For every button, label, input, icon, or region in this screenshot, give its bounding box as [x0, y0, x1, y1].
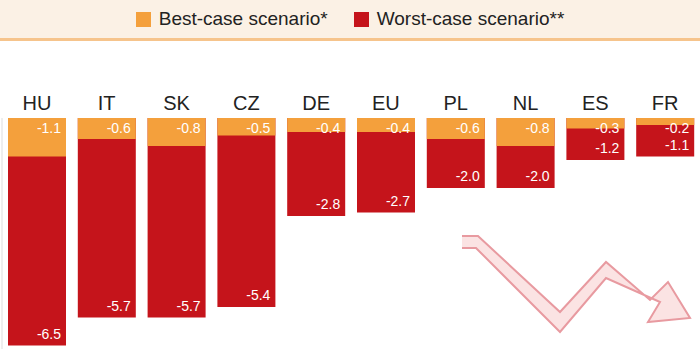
svg-text:-5.7: -5.7	[176, 298, 200, 314]
svg-text:-0.4: -0.4	[386, 120, 410, 136]
svg-text:-1.1: -1.1	[665, 137, 689, 153]
svg-text:-0.5: -0.5	[246, 120, 270, 136]
svg-text:-0.8: -0.8	[176, 120, 200, 136]
svg-text:NL: NL	[513, 92, 539, 114]
svg-text:-6.5: -6.5	[37, 326, 61, 342]
html-text:Best-case scenario*: Best-case scenario*	[158, 8, 328, 29]
svg-text:ES: ES	[582, 92, 609, 114]
svg-text:FR: FR	[652, 92, 679, 114]
svg-text:-1.2: -1.2	[595, 140, 619, 156]
svg-text:SK: SK	[163, 92, 190, 114]
svg-text:PL: PL	[443, 92, 467, 114]
svg-text:-0.8: -0.8	[525, 120, 549, 136]
svg-text:EU: EU	[372, 92, 400, 114]
svg-text:-0.6: -0.6	[456, 120, 480, 136]
svg-text:-2.0: -2.0	[525, 168, 549, 184]
svg-text:-0.2: -0.2	[665, 120, 689, 136]
svg-text:HU: HU	[22, 92, 51, 114]
svg-text:DE: DE	[302, 92, 330, 114]
svg-text:IT: IT	[98, 92, 116, 114]
svg-text:-2.7: -2.7	[386, 193, 410, 209]
svg-text:-0.4: -0.4	[316, 120, 340, 136]
svg-text:-5.4: -5.4	[246, 287, 270, 303]
svg-text:-5.7: -5.7	[107, 298, 131, 314]
svg-text:-2.8: -2.8	[316, 196, 340, 212]
svg-text:-1.1: -1.1	[37, 120, 61, 136]
svg-text:-0.3: -0.3	[595, 120, 619, 136]
svg-text:CZ: CZ	[233, 92, 260, 114]
svg-text:-2.0: -2.0	[456, 168, 480, 184]
html-text:Worst-case scenario**: Worst-case scenario**	[376, 8, 565, 29]
svg-text:-0.6: -0.6	[107, 120, 131, 136]
